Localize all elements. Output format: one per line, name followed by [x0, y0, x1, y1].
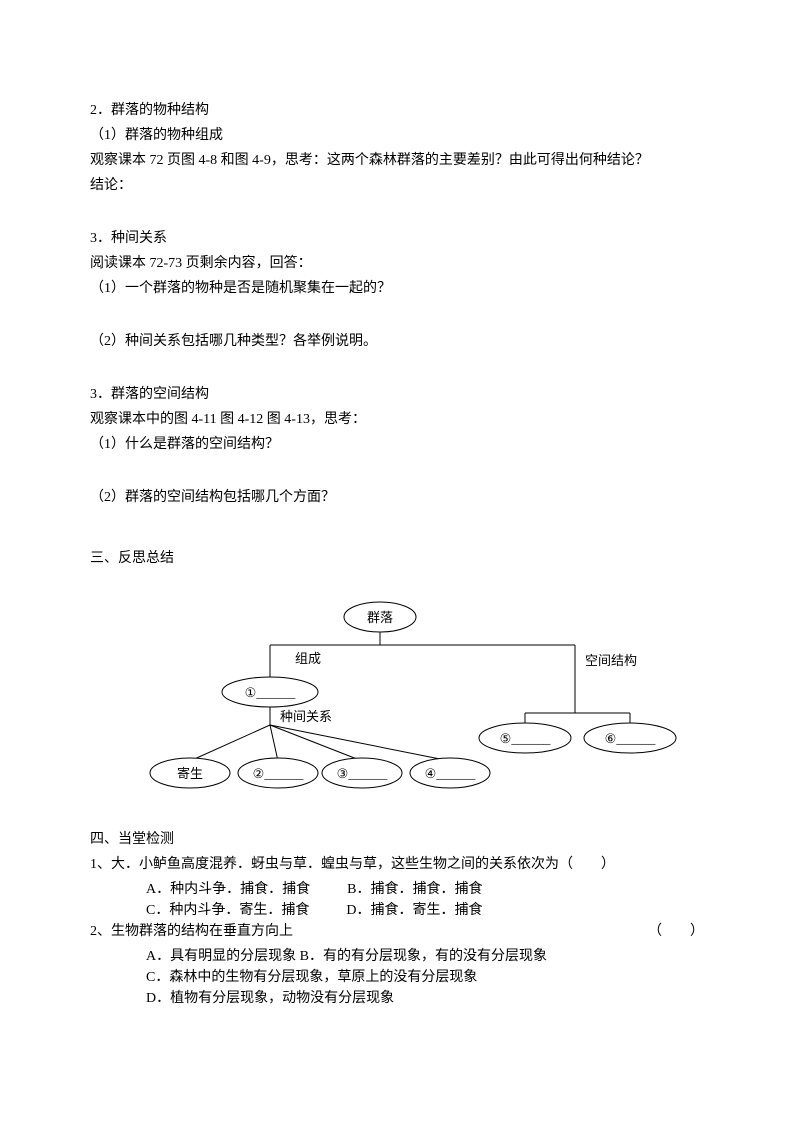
quiz-title: 四、当堂检测 [90, 829, 704, 850]
sec2-concl: 结论： [90, 175, 704, 196]
diagram-nleft: 寄生 [177, 766, 203, 781]
q2-stem-right: （ ） [648, 921, 704, 942]
q1-row2: C．种内斗争．寄生．捕食 D．捕食．寄生．捕食 [90, 900, 704, 921]
q1-stem: 1、大．小鲈鱼高度混养．蚜虫与草．蝗虫与草，这些生物之间的关系依次为（ ） [90, 854, 704, 875]
concept-diagram: 群落 组成 空间结构 种间关系 ①______ ⑤______ ⑥______ … [130, 593, 690, 803]
diagram-n5: ⑤______ [500, 731, 551, 746]
q1-opt-a: A．种内斗争．捕食．捕食 [146, 882, 310, 897]
q1-row1: A．种内斗争．捕食．捕食 B．捕食．捕食．捕食 [90, 879, 704, 900]
diagram-root: 群落 [367, 610, 393, 625]
q2-opt-ab: A．具有明显的分层现象 B．有的有分层现象，有的没有分层现象 [90, 946, 704, 967]
diagram-l-label: 组成 [295, 651, 321, 666]
reflect-title: 三、反思总结 [90, 548, 704, 569]
sec3b-q1: （1）什么是群落的空间结构？ [90, 434, 704, 455]
diagram-n1: ①______ [245, 685, 296, 700]
sec3b-q2: （2）群落的空间结构包括哪几个方面？ [90, 487, 704, 508]
q1-opt-b: B．捕食．捕食．捕食 [347, 882, 482, 897]
q2-opt-d: D．植物有分层现象，动物没有分层现象 [90, 988, 704, 1009]
sec3b-obs: 观察课本中的图 4-11 图 4-12 图 4-13，思考： [90, 409, 704, 430]
diagram-r-label: 空间结构 [585, 653, 637, 668]
diagram-n4: ④______ [425, 766, 476, 781]
q2-stem: 2、生物群落的结构在垂直方向上 （ ） [90, 921, 704, 942]
q2-opt-c: C．森林中的生物有分层现象，草原上的没有分层现象 [90, 967, 704, 988]
sec3b-title: 3．群落的空间结构 [90, 384, 704, 405]
diagram-mid-label: 种间关系 [280, 709, 332, 724]
sec3a-title: 3．种间关系 [90, 228, 704, 249]
sec2-title: 2．群落的物种结构 [90, 100, 704, 121]
q1-opt-d: D．捕食．寄生．捕食 [346, 903, 482, 918]
sec3a-q1: （1）一个群落的物种是否是随机聚集在一起的？ [90, 278, 704, 299]
sec2-sub1: （1）群落的物种组成 [90, 125, 704, 146]
diagram-n6: ⑥______ [605, 731, 656, 746]
sec2-obs: 观察课本 72 页图 4-8 和图 4-9，思考：这两个森林群落的主要差别？由此… [90, 150, 704, 171]
diagram-n2: ②______ [253, 766, 304, 781]
sec3a-q2: （2）种间关系包括哪几种类型？各举例说明。 [90, 331, 704, 352]
q1-opt-c: C．种内斗争．寄生．捕食 [146, 903, 309, 918]
q2-stem-left: 2、生物群落的结构在垂直方向上 [90, 921, 293, 942]
sec3a-read: 阅读课本 72-73 页剩余内容，回答： [90, 253, 704, 274]
diagram-n3: ③______ [337, 766, 388, 781]
